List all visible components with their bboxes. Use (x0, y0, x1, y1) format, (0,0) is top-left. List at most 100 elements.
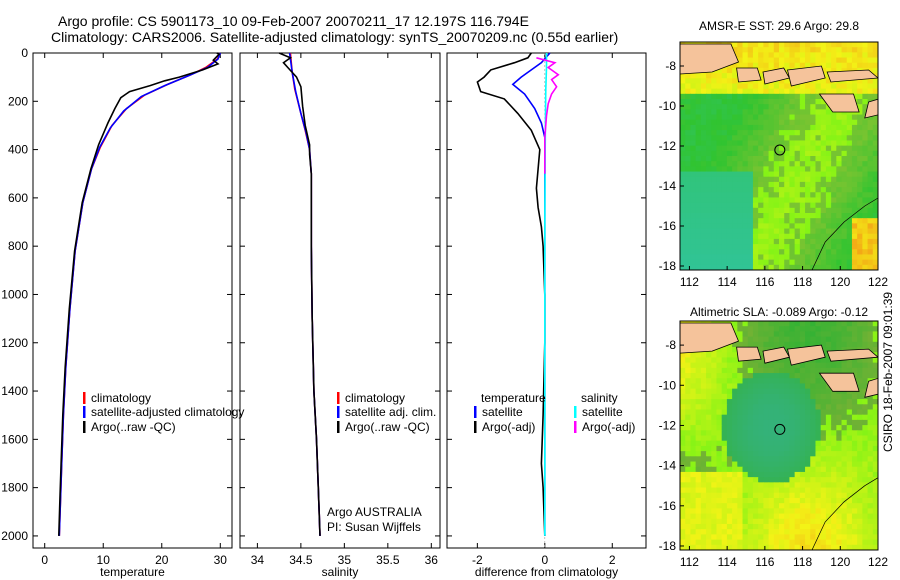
map-cell (825, 249, 832, 256)
map-cell (773, 259, 780, 266)
map-cell (810, 42, 817, 48)
map-cell (789, 503, 796, 509)
map-cell (726, 477, 733, 483)
map-cell (763, 523, 770, 530)
map-cell (846, 503, 853, 509)
map-cell (726, 78, 733, 85)
map-cell (846, 419, 853, 426)
annotation-argo-australia: Argo AUSTRALIA (327, 505, 422, 519)
map-cell (851, 404, 858, 411)
map-cell (695, 244, 702, 250)
map-cell (721, 492, 728, 499)
map-cell (726, 404, 733, 411)
map-cell (784, 238, 791, 245)
map-cell (810, 192, 817, 199)
map-cell (721, 135, 728, 142)
map-cell (799, 99, 806, 105)
map-cell (779, 171, 785, 178)
map-cell (680, 78, 686, 85)
map-cell (825, 404, 832, 411)
map-cell (831, 477, 837, 483)
map-cell (836, 176, 843, 183)
map-cell (690, 238, 697, 245)
map-cell (758, 430, 764, 437)
map-cell (763, 161, 770, 167)
map-cell (820, 124, 827, 131)
map-cell (768, 326, 775, 333)
map-cell (810, 362, 817, 369)
map-cell (742, 378, 749, 385)
map-cell (711, 166, 718, 173)
map-cell (758, 362, 764, 369)
map-cell (758, 57, 764, 64)
map-cell (737, 373, 744, 379)
map-cell (726, 130, 733, 136)
map-cell (721, 259, 728, 266)
map-cell (685, 503, 692, 509)
map-cell (820, 254, 827, 261)
map-cell (752, 466, 759, 473)
map-cell (726, 492, 733, 499)
map-cell (784, 150, 791, 157)
map-cell (789, 156, 796, 162)
map-cell (831, 440, 837, 447)
map-cell (747, 223, 754, 230)
map-cell (779, 497, 785, 504)
map-cell (794, 52, 801, 59)
map-cell (857, 518, 863, 525)
map-cell (799, 62, 806, 69)
map-cell (820, 529, 827, 535)
map-cell (857, 135, 863, 142)
map-cell (794, 259, 801, 266)
map-cell (815, 114, 822, 121)
map-cell (737, 456, 744, 463)
map-cell (690, 124, 697, 131)
map-cell (825, 357, 832, 364)
map-cell (695, 482, 702, 489)
map-cell (815, 249, 822, 256)
map-cell (851, 331, 858, 338)
map-cell (773, 202, 780, 209)
map-cell (820, 259, 827, 266)
map-cell (851, 249, 858, 256)
map-cell (857, 187, 863, 193)
map-cell (680, 430, 686, 437)
map-cell (690, 233, 697, 240)
map-cell (737, 487, 744, 494)
map-cell (742, 109, 749, 116)
map-cell (867, 367, 874, 374)
map-cell (779, 321, 785, 327)
map-cell (841, 508, 848, 515)
map-cell (794, 321, 801, 327)
map-cell (831, 461, 837, 468)
map-cell (695, 192, 702, 199)
map-cell (763, 47, 770, 53)
map-cell (763, 140, 770, 147)
map-cell (680, 445, 686, 452)
map-cell (758, 435, 764, 442)
map-cell (784, 544, 791, 550)
map-cell (763, 347, 770, 353)
map-cell (758, 357, 764, 364)
map-cell (784, 244, 791, 250)
map-cell (747, 321, 754, 327)
map-cell (841, 461, 848, 468)
map-cell (690, 388, 697, 395)
map-cell (742, 145, 749, 152)
map-cell (690, 425, 697, 431)
map-cell (695, 166, 702, 173)
map-cell (836, 213, 843, 219)
map-cell (831, 419, 837, 426)
map-cell (779, 213, 785, 219)
map-cell (862, 373, 869, 379)
y-tick-label: 1800 (1, 481, 28, 495)
map-cell (789, 202, 796, 209)
map-cell (706, 264, 712, 270)
map-cell (768, 508, 775, 515)
map-cell (737, 62, 744, 69)
map-cell (841, 181, 848, 188)
map-cell (872, 93, 878, 100)
map-cell (799, 539, 806, 546)
map-cell (763, 487, 770, 494)
map-cell (857, 207, 863, 214)
